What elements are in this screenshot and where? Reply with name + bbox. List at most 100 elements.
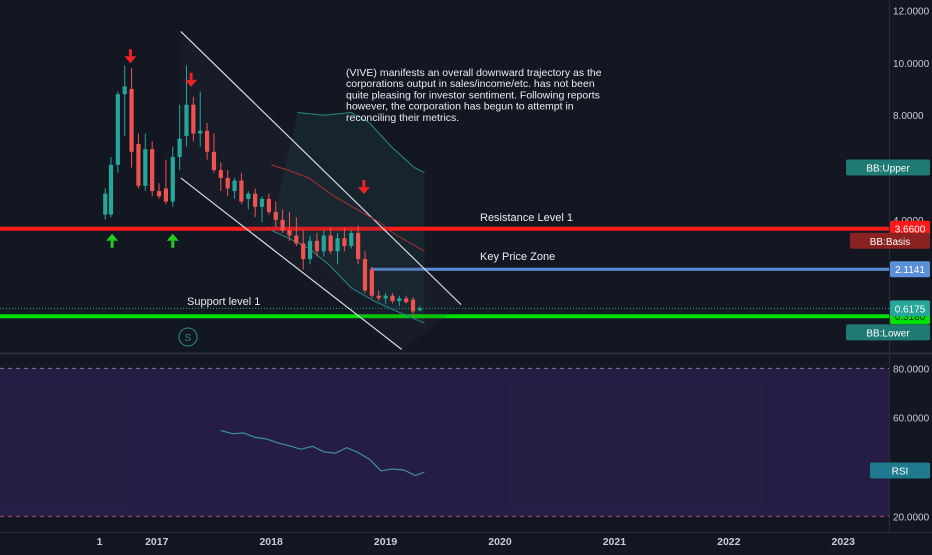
- candle-body: [335, 238, 340, 252]
- rsi-pane: [0, 367, 889, 517]
- candle-body: [342, 238, 347, 247]
- candle: [294, 217, 299, 247]
- candle-body: [397, 298, 402, 301]
- candle-body: [204, 130, 210, 152]
- key-zone-label: Key Price Zone: [480, 251, 555, 263]
- candle: [335, 232, 340, 265]
- candle-body: [177, 138, 182, 158]
- split-marker-circle: [178, 327, 198, 347]
- rsi-band: [0, 368, 889, 517]
- candle: [191, 96, 196, 142]
- price-levels: [0, 226, 889, 319]
- candle-body: [314, 240, 320, 252]
- candle-body: [287, 230, 292, 236]
- candle-body: [390, 295, 395, 301]
- last-price-tag-bg: [890, 300, 930, 317]
- bb-basis-tag-text: BB:Basis: [870, 237, 911, 248]
- price-tick-label: 12.0000: [893, 6, 930, 17]
- candle-body: [143, 149, 148, 186]
- signal-arrows: [106, 49, 370, 248]
- descending-channel: [180, 30, 462, 350]
- arrow-up-icon: [166, 233, 179, 248]
- arrow-head: [166, 233, 179, 241]
- bb-lower-tag: BB:Lower: [846, 324, 930, 341]
- candle-body: [259, 198, 265, 207]
- candle: [150, 141, 155, 197]
- candle: [417, 306, 423, 312]
- candle: [211, 133, 217, 173]
- candle-body: [150, 149, 155, 192]
- candle: [356, 225, 361, 265]
- bb-upper-tag-bg: [846, 159, 930, 176]
- channel-upper-line: [180, 30, 462, 306]
- annotation-note: (VIVE) manifests an overall downward tra…: [346, 67, 602, 124]
- candle-body: [301, 243, 306, 260]
- arrow-shaft: [189, 72, 193, 80]
- time-tick-label: 2019: [374, 536, 398, 548]
- arrow-down-icon: [357, 180, 370, 195]
- time-tick-label: 2021: [603, 536, 627, 548]
- candle-body: [321, 235, 326, 252]
- key-zone-price-tag-text: 2.1141: [895, 265, 925, 276]
- candle: [266, 193, 271, 215]
- candle: [314, 232, 320, 257]
- candle: [170, 146, 175, 207]
- candle: [342, 227, 347, 252]
- split-marker[interactable]: S: [178, 327, 198, 347]
- candle-body: [294, 235, 299, 244]
- time-tick-label: 2023: [832, 536, 856, 548]
- candlesticks: [103, 65, 423, 317]
- resistance-price-tag-bg: [890, 220, 930, 237]
- candle-body: [191, 104, 196, 134]
- bb-lower-tag-bg: [846, 324, 930, 341]
- candle-body: [410, 299, 416, 312]
- candle: [198, 91, 203, 147]
- rsi-tag-text: RSI: [892, 467, 909, 478]
- candle: [163, 159, 169, 205]
- candle-body: [198, 130, 203, 134]
- time-tick-label: 2017: [145, 536, 169, 548]
- price-tick-label: 8.0000: [893, 111, 924, 122]
- candle: [129, 68, 134, 168]
- candle-body: [404, 298, 409, 303]
- candle: [143, 133, 148, 192]
- arrow-head: [124, 56, 137, 64]
- candle-body: [163, 188, 169, 202]
- candle-body: [362, 259, 368, 291]
- time-axis[interactable]: 1 2017 2018 2019 2020 2021 2022 2023: [97, 536, 855, 548]
- support-label: Support level 1: [187, 296, 260, 308]
- candle-body: [369, 269, 374, 296]
- candle: [397, 295, 402, 307]
- arrow-head: [357, 187, 370, 195]
- candle-body: [115, 94, 120, 165]
- channel-lower-line: [180, 177, 402, 350]
- candle: [369, 266, 374, 299]
- candle-body: [211, 151, 217, 171]
- bb-upper-line: [297, 111, 425, 174]
- candle: [259, 196, 265, 223]
- bb-basis-line: [271, 164, 425, 252]
- price-tick-label: 10.0000: [893, 59, 930, 70]
- candle: [410, 297, 416, 317]
- candle: [349, 230, 354, 249]
- annotation-note-line: (VIVE) manifests an overall downward tra…: [346, 67, 602, 79]
- rsi-tick-label: 20.0000: [893, 512, 930, 523]
- candle: [362, 251, 368, 294]
- split-marker-letter: S: [185, 333, 192, 344]
- candle: [246, 191, 251, 210]
- candle-body: [136, 143, 141, 186]
- rsi-tag: RSI: [870, 462, 930, 479]
- candle-body: [184, 104, 189, 137]
- candle-body: [328, 235, 333, 252]
- candle-body: [280, 219, 285, 231]
- bb-lower-tag-text: BB:Lower: [866, 328, 910, 339]
- candle: [136, 133, 141, 189]
- arrow-head: [185, 79, 198, 87]
- arrow-up-icon: [106, 233, 119, 248]
- candle: [321, 230, 326, 257]
- arrow-down-icon: [124, 49, 137, 64]
- candle-body: [232, 180, 237, 192]
